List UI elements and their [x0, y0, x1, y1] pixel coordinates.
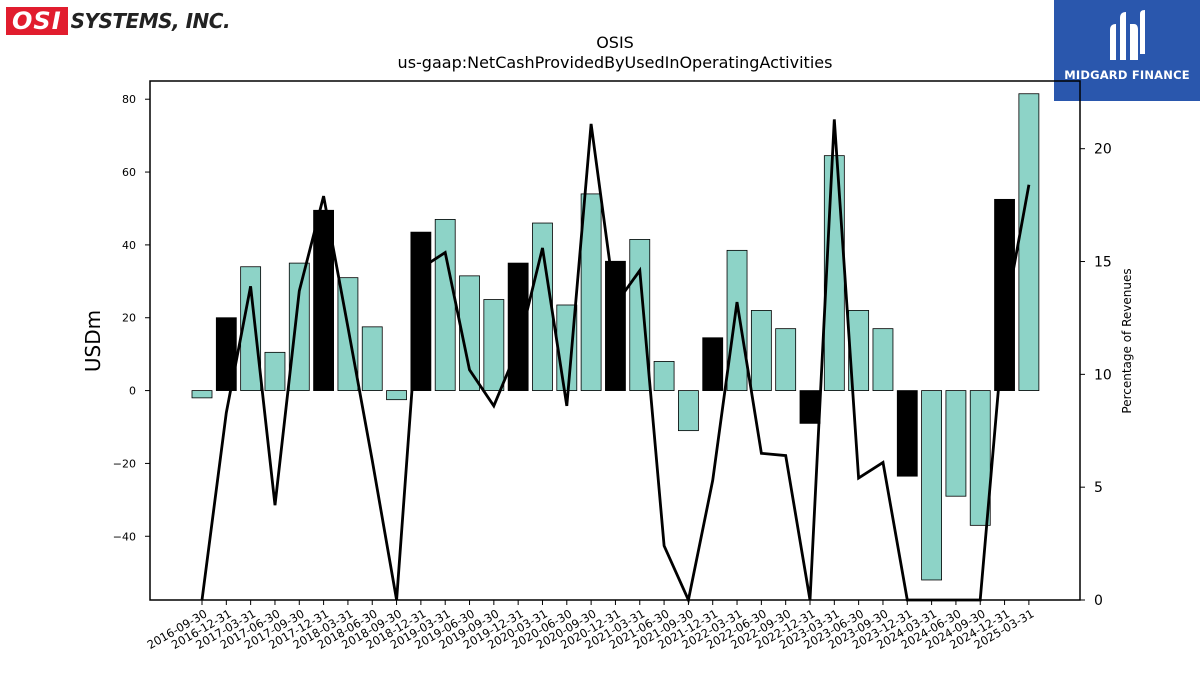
bar-2025-03-31	[1018, 93, 1040, 391]
y2-axis-label: Percentage of Revenues	[1120, 268, 1134, 413]
y-tick-label: 80	[122, 93, 136, 106]
y2-tick-label: 20	[1094, 142, 1112, 158]
bar-2018-06-30	[361, 326, 383, 391]
y2-tick-label: 5	[1094, 480, 1103, 496]
bar-2024-12-31	[994, 198, 1015, 391]
osi-logo-mark: OSI	[6, 7, 68, 35]
midgard-emblem-icon	[1110, 10, 1145, 60]
y2-tick-label: 10	[1094, 367, 1112, 383]
bar-2024-03-31	[921, 390, 942, 581]
bar-2022-06-30	[750, 310, 772, 391]
bar-2022-03-31	[726, 249, 748, 391]
bar-2019-06-30	[459, 275, 480, 391]
bar-2023-09-30	[872, 328, 894, 391]
y-tick-label: 0	[129, 385, 136, 398]
y2-tick-label: 15	[1094, 255, 1112, 271]
y-axis-label: USDm	[81, 310, 105, 372]
bar-2018-09-30	[386, 390, 407, 401]
chart-subtitle: us-gaap:NetCashProvidedByUsedInOperating…	[398, 53, 833, 72]
bar-2017-09-30	[288, 262, 310, 391]
bar-2023-12-31	[896, 390, 918, 477]
bar-2016-09-30	[191, 390, 213, 399]
x-axis: 2016-09-302016-12-312017-03-312017-06-30…	[145, 600, 1036, 652]
bar-series	[191, 93, 1040, 581]
bar-2021-03-31	[629, 239, 651, 391]
y-tick-label: −20	[113, 457, 136, 470]
y-axis-right: 0 5 10 15 20	[1080, 142, 1112, 609]
bar-2019-12-31	[507, 262, 529, 391]
bar-2021-06-30	[653, 361, 675, 391]
y-axis-left: −40 −20 0 20 40 60 80	[113, 93, 150, 543]
bar-2020-09-30	[580, 193, 602, 391]
bar-2024-09-30	[969, 390, 991, 526]
y-tick-label: 20	[122, 312, 136, 325]
bar-2021-09-30	[678, 390, 699, 432]
bar-2017-03-31	[240, 266, 262, 391]
bar-2017-06-30	[264, 351, 286, 391]
osi-systems-logo: OSI SYSTEMS, INC.	[6, 6, 231, 36]
midgard-finance-logo: MIDGARD FINANCE	[1054, 0, 1200, 101]
osi-logo-text: SYSTEMS, INC.	[70, 9, 231, 33]
bar-2020-12-31	[605, 260, 626, 391]
bar-2022-12-31	[799, 390, 821, 424]
revenue-percentage-line	[200, 119, 1031, 605]
line-series	[200, 119, 1031, 605]
y-tick-label: 60	[122, 166, 136, 179]
y-tick-label: 40	[122, 239, 136, 252]
bar-2019-09-30	[483, 299, 505, 391]
y-tick-label: −40	[113, 530, 136, 543]
bar-2019-03-31	[434, 218, 456, 391]
bar-2024-06-30	[945, 390, 967, 497]
midgard-logo-text: MIDGARD FINANCE	[1064, 68, 1190, 82]
y2-tick-label: 0	[1094, 593, 1103, 609]
chart-title: OSIS	[596, 33, 634, 52]
bar-2017-12-31	[313, 209, 335, 391]
bar-2021-12-31	[702, 337, 724, 391]
bar-2022-09-30	[775, 328, 797, 391]
